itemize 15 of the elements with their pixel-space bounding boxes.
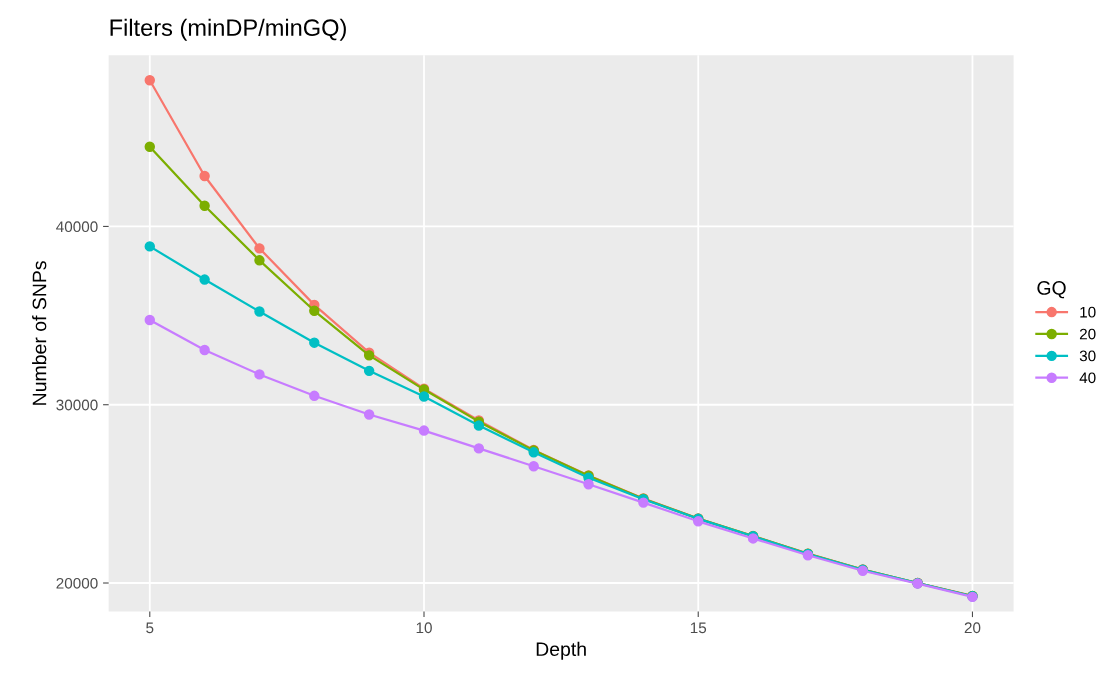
y-tick-label: 30000: [56, 399, 98, 411]
legend-title: GQ: [1037, 281, 1066, 299]
chart-title: Filters (minDP/minGQ): [110, 18, 346, 41]
legend-label: 20: [1079, 328, 1096, 340]
x-tick-label: 5: [146, 622, 154, 634]
x-axis-title: Depth: [536, 641, 586, 660]
x-tick-label: 15: [690, 622, 707, 634]
legend-label: 40: [1079, 372, 1096, 384]
x-tick-label: 10: [416, 622, 432, 634]
x-tick-label: 20: [964, 622, 981, 634]
y-tick-label: 40000: [56, 221, 98, 233]
legend-label: 10: [1080, 306, 1096, 318]
legend-label: 30: [1079, 350, 1096, 362]
y-axis-title: Number of SNPs: [32, 261, 47, 405]
y-tick-label: 20000: [56, 577, 98, 589]
